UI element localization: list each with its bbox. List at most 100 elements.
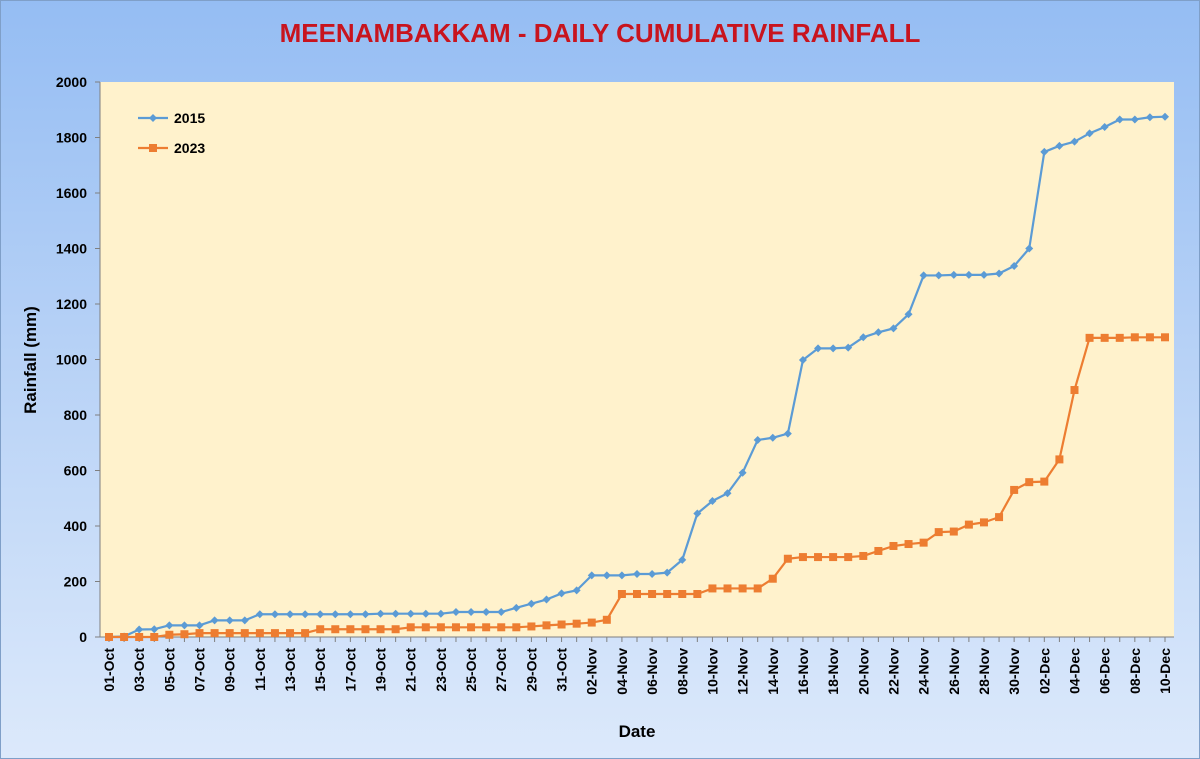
data-point-2015: [663, 568, 672, 577]
x-tick-label: 08-Dec: [1127, 648, 1143, 694]
x-tick-label: 01-Oct: [101, 648, 117, 692]
data-point-2015: [240, 616, 249, 625]
x-tick-label: 06-Nov: [644, 648, 660, 695]
data-point-2015: [421, 609, 430, 618]
x-tick-label: 06-Dec: [1097, 648, 1113, 694]
data-point-2015: [1130, 115, 1139, 124]
data-point-2023: [829, 553, 838, 562]
data-point-2023: [255, 629, 264, 638]
data-point-2015: [678, 555, 687, 564]
data-point-2023: [451, 623, 460, 632]
data-point-2015: [723, 489, 732, 498]
data-point-2023: [195, 629, 204, 638]
y-tick-label: 1200: [56, 296, 87, 312]
data-point-2015: [376, 609, 385, 618]
data-point-2023: [949, 527, 958, 536]
data-point-2023: [105, 633, 113, 641]
data-point-2015: [753, 435, 762, 444]
y-tick-label: 400: [64, 518, 88, 534]
data-point-2015: [768, 433, 777, 442]
data-point-2023: [1025, 478, 1034, 487]
data-point-2015: [1070, 137, 1079, 146]
x-axis: 01-Oct 03-Oct 05-Oct 07-Oct 09-Oct 11-Oct 13-O…: [100, 636, 1174, 695]
data-point-2015: [874, 328, 883, 337]
data-point-2015: [1085, 129, 1094, 138]
legend-label-2015: 2015: [174, 110, 205, 126]
x-tick-label: 20-Nov: [855, 648, 871, 695]
data-point-2015: [964, 270, 973, 279]
y-tick-label: 1800: [56, 130, 87, 146]
x-tick-label: 09-Oct: [222, 648, 238, 692]
series-2023: [105, 333, 1169, 641]
data-point-2023: [527, 622, 536, 631]
data-point-2023: [723, 584, 732, 593]
data-point-2015: [316, 610, 325, 619]
y-axis: 0 200 400 600 800 1000 1200 1400 1600 1800 2000: [56, 74, 101, 645]
data-point-2015: [451, 608, 460, 617]
data-point-2023: [361, 625, 370, 634]
data-point-2023: [844, 553, 853, 562]
data-point-2023: [617, 589, 626, 598]
data-point-2023: [753, 584, 762, 593]
data-point-2015: [949, 270, 958, 279]
data-point-2015: [225, 616, 234, 625]
data-point-2015: [1025, 244, 1034, 253]
y-tick-label: 1400: [56, 241, 87, 257]
data-point-2023: [240, 629, 249, 638]
data-point-2023: [904, 540, 913, 549]
x-tick-label: 12-Nov: [735, 648, 751, 695]
x-tick-label: 08-Nov: [674, 648, 690, 695]
data-point-2023: [421, 623, 430, 632]
series-2015: [105, 112, 1169, 641]
series-layer: [105, 112, 1169, 641]
data-point-2023: [633, 589, 641, 598]
data-point-2023: [1115, 333, 1124, 342]
data-point-2023: [210, 629, 219, 638]
data-point-2023: [964, 520, 973, 529]
data-point-2023: [376, 625, 385, 634]
data-point-2015: [150, 625, 159, 634]
data-point-2015: [406, 609, 415, 618]
x-tick-label: 04-Nov: [614, 648, 630, 695]
data-point-2015: [859, 333, 868, 342]
y-tick-label: 1600: [56, 185, 87, 201]
y-tick-label: 800: [64, 407, 88, 423]
x-tick-label: 10-Dec: [1157, 648, 1173, 694]
x-tick-label: 04-Dec: [1066, 648, 1082, 694]
data-point-2023: [919, 538, 928, 547]
data-point-2015: [1161, 112, 1169, 121]
data-point-2023: [693, 589, 702, 598]
data-point-2015: [557, 589, 566, 598]
data-point-2023: [286, 629, 295, 638]
data-point-2023: [1100, 333, 1109, 342]
data-point-2015: [1145, 113, 1154, 122]
x-tick-label: 17-Oct: [342, 648, 358, 692]
data-point-2015: [693, 509, 702, 518]
data-point-2015: [436, 609, 445, 618]
data-point-2015: [1115, 115, 1124, 124]
x-tick-label: 02-Nov: [584, 648, 600, 695]
data-point-2023: [436, 623, 445, 632]
data-point-2023: [180, 630, 189, 639]
x-tick-label: 23-Oct: [433, 648, 449, 692]
data-point-2015: [904, 310, 913, 319]
data-point-2023: [814, 553, 823, 562]
legend: 2015 2023: [138, 110, 205, 156]
data-point-2023: [557, 620, 566, 629]
data-point-2023: [1010, 485, 1019, 494]
legend-label-2023: 2023: [174, 140, 205, 156]
data-point-2023: [1040, 477, 1049, 486]
data-point-2023: [391, 625, 400, 634]
data-point-2015: [135, 625, 144, 634]
data-point-2023: [934, 528, 943, 537]
data-point-2015: [331, 610, 340, 619]
x-tick-label: 03-Oct: [131, 648, 147, 692]
data-point-2015: [286, 610, 295, 619]
x-tick-label: 15-Oct: [312, 648, 328, 692]
data-point-2023: [497, 623, 506, 632]
x-tick-label: 13-Oct: [282, 648, 298, 692]
data-point-2023: [512, 623, 521, 632]
y-tick-label: 200: [64, 574, 88, 590]
x-tick-label: 18-Nov: [825, 648, 841, 695]
x-tick-label: 05-Oct: [161, 648, 177, 692]
